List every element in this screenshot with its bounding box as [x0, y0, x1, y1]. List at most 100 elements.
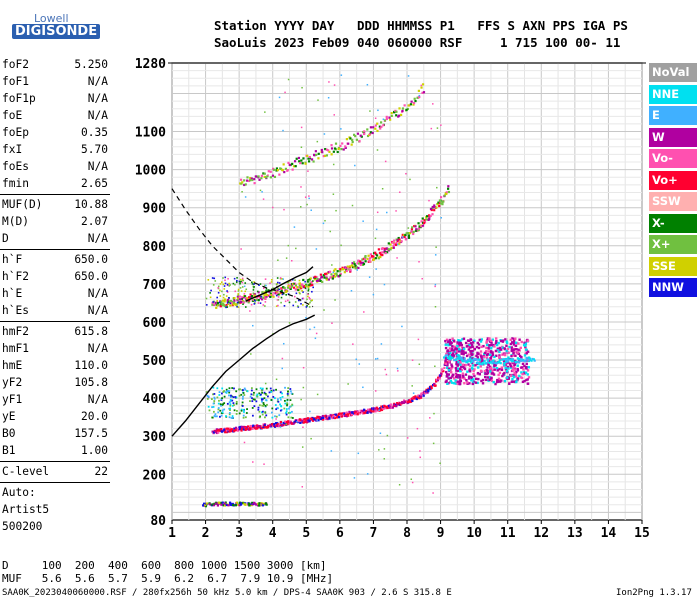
data-point	[396, 403, 399, 406]
data-point	[462, 347, 466, 351]
data-point	[450, 381, 454, 384]
data-point	[395, 110, 398, 113]
data-point	[385, 373, 388, 376]
data-point	[229, 427, 232, 430]
data-point	[307, 170, 309, 172]
data-point	[493, 368, 496, 371]
data-point	[445, 370, 448, 374]
data-point	[523, 371, 526, 375]
data-point	[330, 276, 333, 279]
data-point	[512, 340, 516, 343]
data-point	[375, 268, 377, 270]
data-point	[416, 229, 419, 233]
data-point	[220, 303, 223, 306]
data-point	[280, 296, 283, 299]
param-value: N/A	[87, 160, 108, 173]
data-point	[350, 264, 354, 267]
data-point	[224, 391, 227, 394]
data-point	[333, 272, 336, 275]
data-point	[513, 371, 516, 375]
data-point	[246, 297, 249, 300]
data-point	[375, 253, 378, 256]
data-point	[481, 361, 484, 365]
data-point	[276, 292, 279, 294]
data-point	[337, 416, 341, 419]
data-point	[462, 375, 465, 378]
data-point	[250, 295, 254, 298]
data-point	[286, 394, 289, 397]
data-point	[471, 345, 474, 349]
data-point	[520, 366, 524, 369]
data-point	[506, 347, 510, 351]
data-point	[257, 502, 260, 505]
data-point	[451, 337, 454, 340]
data-point	[314, 275, 317, 278]
data-point	[396, 367, 399, 370]
data-point	[261, 191, 263, 193]
data-point	[223, 288, 226, 290]
data-point	[289, 287, 292, 291]
data-point	[492, 343, 495, 347]
data-point	[398, 242, 401, 245]
data-point	[299, 282, 301, 284]
data-point	[391, 406, 395, 409]
data-point	[298, 291, 301, 294]
data-point	[213, 303, 216, 306]
data-point	[403, 104, 406, 107]
param-row: yF1 N/A	[2, 392, 108, 408]
data-point	[270, 289, 273, 293]
data-point	[433, 382, 436, 386]
data-point	[285, 413, 288, 416]
data-point	[336, 416, 339, 419]
data-point	[364, 260, 367, 263]
data-point	[352, 343, 354, 345]
data-point	[485, 349, 488, 353]
data-point	[219, 409, 222, 412]
data-point	[458, 380, 461, 384]
data-point	[400, 401, 404, 404]
data-point	[276, 168, 279, 172]
data-point	[383, 249, 386, 252]
data-point	[231, 387, 234, 389]
data-point	[231, 502, 234, 506]
data-point	[244, 416, 247, 419]
data-point	[301, 86, 303, 89]
data-point	[387, 248, 390, 251]
data-point	[236, 303, 239, 305]
data-point	[276, 299, 279, 301]
data-point	[353, 411, 357, 415]
data-point	[503, 362, 506, 365]
data-point	[322, 274, 325, 277]
data-point	[369, 110, 371, 112]
data-point	[479, 369, 483, 372]
data-point	[498, 354, 501, 357]
data-point	[383, 283, 386, 286]
data-point	[461, 338, 464, 341]
data-point	[293, 282, 295, 285]
data-point	[272, 295, 275, 298]
data-point	[279, 426, 282, 428]
data-point	[390, 406, 393, 409]
data-point	[240, 429, 243, 432]
data-point	[434, 305, 437, 308]
data-point	[434, 380, 438, 383]
data-point	[249, 395, 252, 398]
data-point	[262, 172, 265, 175]
data-point	[293, 226, 296, 228]
data-point	[442, 200, 445, 203]
data-point	[339, 144, 342, 148]
data-point	[242, 414, 245, 417]
data-point	[303, 418, 306, 421]
data-point	[215, 428, 218, 431]
data-point	[386, 247, 389, 250]
param-value: 5.250	[74, 58, 108, 71]
data-point	[451, 352, 455, 355]
data-point	[237, 293, 240, 295]
data-point	[464, 351, 467, 354]
data-point	[477, 346, 481, 350]
data-point	[426, 391, 429, 394]
data-point	[291, 417, 294, 419]
data-point	[448, 338, 452, 342]
data-point	[384, 407, 387, 410]
data-point	[498, 360, 501, 364]
